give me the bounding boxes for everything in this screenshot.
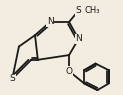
Text: N: N [75,34,82,44]
Text: S: S [9,74,15,83]
Text: S: S [76,6,81,15]
Text: O: O [66,67,73,76]
Text: CH₃: CH₃ [84,6,100,15]
Text: N: N [47,17,54,26]
